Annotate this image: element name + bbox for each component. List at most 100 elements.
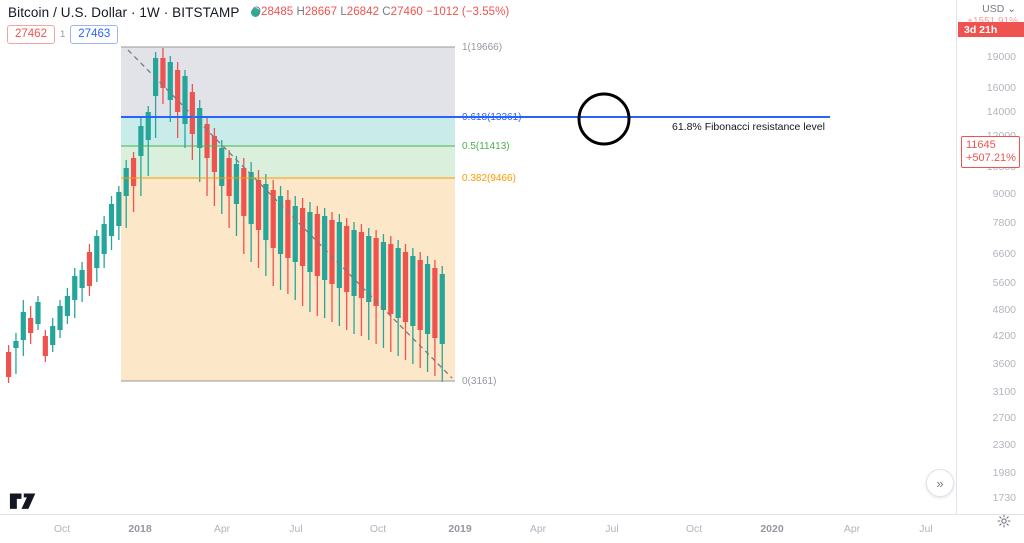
ohlc-low-key: L — [340, 6, 347, 18]
time-tick: Jul — [919, 523, 933, 535]
ohlc-low-value: 26842 — [346, 6, 380, 18]
ohlc-high-key: H — [296, 6, 305, 18]
candle-body — [35, 302, 41, 324]
candle-body — [138, 126, 144, 156]
candle-body — [219, 148, 225, 186]
candle-series — [6, 48, 445, 383]
ohlc-values: O28485 H28667 L26842 C27460 −1012 (−3.55… — [252, 6, 509, 18]
downtrend-line — [127, 49, 453, 379]
fib-level-lines — [121, 46, 830, 382]
percent-change-ghost: +1551.91% — [957, 16, 1024, 27]
time-axis[interactable]: Oct 2018 Apr Jul Oct 2019 Apr Jul Oct 2020 Apr Jul — [0, 514, 1024, 543]
candle-body — [373, 238, 379, 306]
time-tick: Apr — [213, 523, 231, 535]
price-tick: 9000 — [992, 188, 1016, 200]
current-price-value: 11645 — [966, 139, 996, 151]
time-tick: Oct — [685, 523, 703, 535]
candle-body — [145, 112, 151, 140]
candle-body — [50, 326, 56, 345]
chart-canvas[interactable]: 61.8% Fibonacci resistance level — [0, 44, 956, 514]
gear-icon[interactable] — [997, 514, 1012, 529]
highlight-circle — [577, 92, 631, 146]
chart-legend[interactable]: Bitcoin / U.S. Dollar · 1W · BITSTAMP — [8, 5, 260, 20]
candle-body — [86, 252, 93, 286]
candle-body — [263, 184, 269, 240]
candle-body — [204, 124, 210, 158]
time-tick: 2018 — [128, 523, 152, 535]
candle-body — [101, 224, 107, 254]
candle-body — [57, 306, 63, 330]
candle-body — [402, 252, 409, 322]
candle-body — [292, 206, 298, 262]
candle-body — [211, 136, 217, 172]
candle-body — [130, 158, 137, 186]
candle-body — [336, 222, 342, 288]
candle-body — [20, 312, 26, 340]
price-tick: 3600 — [992, 358, 1016, 370]
candle-body — [270, 190, 276, 248]
candle-body — [300, 208, 306, 266]
ohlc-high-value: 28667 — [304, 6, 338, 18]
bid-badge[interactable]: 27462 — [7, 25, 55, 44]
tradingview-logo[interactable] — [9, 492, 37, 512]
bar-countdown-badge: 3d 21h — [958, 22, 1024, 37]
price-tick: 7800 — [992, 217, 1016, 229]
price-axis[interactable]: USD ⌄ +1551.91% 3d 21h 19000160001400012… — [956, 0, 1024, 514]
resistance-note: 61.8% Fibonacci resistance level — [672, 121, 825, 133]
price-tick: 1730 — [992, 492, 1016, 504]
candle-body — [439, 274, 445, 344]
overlay-annotations: 61.8% Fibonacci resistance level — [127, 49, 825, 379]
chart-pane[interactable]: 61.8% Fibonacci resistance level — [0, 44, 956, 514]
time-tick: Oct — [53, 523, 71, 535]
price-tick: 5600 — [992, 277, 1016, 289]
time-tick: Jul — [289, 523, 303, 535]
fib-zone-0.5-0.382 — [121, 146, 455, 178]
ohlc-change: −1012 (−3.55%) — [426, 6, 510, 18]
fib-label-1: 1(19666) — [462, 42, 503, 53]
bid-ask-badges: 27462 1 27463 — [7, 25, 119, 44]
candle-body — [108, 204, 115, 236]
candle-body — [395, 248, 401, 318]
candle-body — [314, 214, 320, 276]
candle-body — [285, 200, 291, 258]
ohlc-close-key: C — [382, 6, 391, 18]
candle-body — [94, 236, 100, 268]
candle-body — [13, 341, 19, 348]
chevron-double-right-icon[interactable]: » — [926, 469, 954, 497]
candle-body — [175, 70, 181, 112]
price-tick: 2300 — [992, 439, 1016, 451]
candle-body — [307, 212, 313, 272]
candle-body — [182, 76, 188, 124]
candle-body — [197, 108, 203, 148]
candle-body — [123, 168, 129, 196]
time-tick: Oct — [369, 523, 387, 535]
price-tick: 2700 — [992, 412, 1016, 424]
candle-body — [116, 192, 122, 226]
ohlc-open-key: O — [252, 6, 261, 18]
price-tick: 3100 — [992, 386, 1016, 398]
candle-body — [241, 168, 247, 216]
symbol-title[interactable]: Bitcoin / U.S. Dollar · 1W · BITSTAMP — [8, 5, 240, 20]
live-dot-icon — [250, 8, 260, 17]
currency-selector[interactable]: USD ⌄ — [982, 3, 1016, 15]
candle-body — [329, 220, 335, 284]
fib-label-0.618: 0.618(13361) — [462, 112, 522, 123]
price-tick: 16000 — [986, 82, 1016, 94]
time-tick: 2019 — [448, 523, 472, 535]
price-tick: 4800 — [992, 304, 1016, 316]
candle-body — [410, 256, 416, 326]
price-tick: 4200 — [992, 330, 1016, 342]
time-tick: 2020 — [760, 523, 784, 535]
spread-label: 1 — [59, 29, 66, 40]
ohlc-open-value: 28485 — [261, 6, 294, 18]
candle-body — [167, 62, 173, 100]
candle-body — [255, 180, 262, 230]
current-price-label: 11645 +507.21% — [961, 136, 1020, 168]
candle-body — [64, 296, 70, 316]
candle-body — [189, 92, 195, 134]
candle-body — [424, 264, 431, 334]
ask-badge[interactable]: 27463 — [70, 25, 119, 44]
candle-body — [226, 158, 232, 196]
candle-body — [366, 236, 372, 302]
